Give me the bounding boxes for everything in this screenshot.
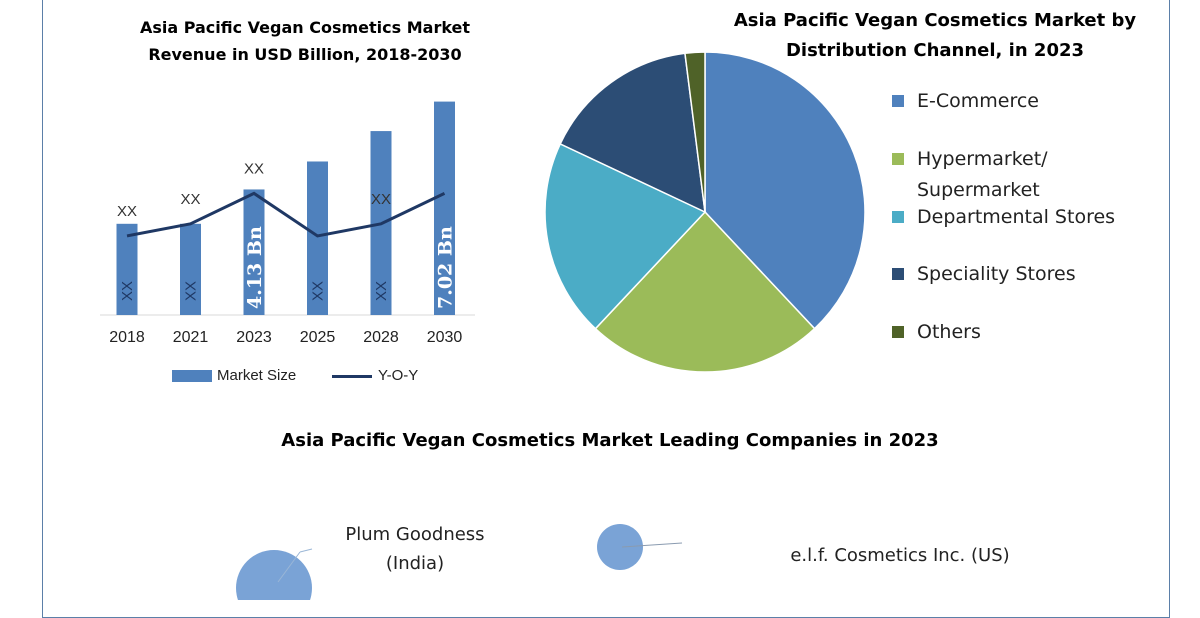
line-data-label: XX: [117, 203, 137, 220]
legend-line-label: Y-O-Y: [378, 367, 419, 384]
bar-data-label: XX: [310, 281, 327, 301]
yoy-line: [126, 191, 446, 238]
pie-slice: [559, 52, 706, 214]
x-tick-label: 2023: [236, 329, 272, 346]
bar-2030: [434, 101, 455, 315]
line-data-label: XX: [371, 191, 391, 208]
bar-data-label: XX: [119, 281, 136, 301]
legend-swatch: [892, 326, 904, 338]
pie-slice: [704, 51, 866, 330]
pie-chart-title: Asia Pacific Vegan Cosmetics Market by D…: [733, 10, 1137, 61]
bar-data-label: 4.13 Bn: [244, 226, 266, 309]
bar-2023: [243, 189, 265, 315]
pie-slice: [594, 210, 816, 373]
company-label: Plum Goodness (India): [320, 520, 510, 578]
bar-2025: [307, 161, 328, 315]
pie-slice: [544, 142, 707, 330]
bar-data-label: 7.02 Bn: [435, 226, 457, 309]
x-tick-label: 2021: [173, 329, 209, 346]
company-name: Plum Goodness: [345, 524, 485, 545]
legend-swatch: [892, 153, 904, 165]
company-connector: [621, 542, 683, 548]
pie-chart: [544, 51, 866, 373]
company-connector: [277, 551, 301, 583]
line-data-label: XX: [180, 191, 200, 208]
line-data-label: XX: [244, 160, 264, 177]
bar-chart-title: Asia Pacific Vegan Cosmetics Market Reve…: [139, 18, 471, 64]
company-name: e.l.f. Cosmetics Inc. (US): [790, 545, 1010, 566]
legend-label: Others: [917, 321, 981, 343]
company-bubble: [236, 550, 312, 600]
pie-slice: [684, 51, 706, 213]
legend-label: Departmental Stores: [917, 206, 1116, 228]
legend-line-swatch: [332, 375, 372, 378]
company-bubbles: [236, 524, 683, 600]
x-tick-label: 2028: [363, 329, 399, 346]
bar-data-label: XX: [373, 281, 390, 301]
company-connector: [299, 548, 313, 553]
legend-label: Supermarket: [917, 179, 1040, 201]
x-tick-label: 2025: [300, 329, 336, 346]
company-country: (India): [385, 553, 445, 574]
x-tick-label: 2018: [109, 329, 145, 346]
companies-title: Asia Pacific Vegan Cosmetics Market Lead…: [281, 430, 939, 451]
legend-swatch: [892, 268, 904, 280]
legend-swatch: [892, 95, 904, 107]
company-label: e.l.f. Cosmetics Inc. (US): [735, 541, 1065, 570]
x-tick-label: 2030: [427, 329, 463, 346]
legend-swatch: [892, 211, 904, 223]
legend-bar-swatch: [172, 370, 212, 382]
bar-2021: [180, 223, 201, 315]
legend-label: Speciality Stores: [917, 263, 1076, 285]
infographic-page: Asia Pacific Vegan Cosmetics Market Reve…: [42, 0, 1170, 618]
bar-line-chart: 2018 XX 2021 XX 2023 4.13 Bn 2025 XX 2028 XX 2030 7…: [100, 101, 475, 346]
legend-bar-label: Market Size: [217, 367, 297, 384]
company-bubble: [597, 524, 643, 570]
bar-2018: [116, 223, 138, 315]
bar-data-label: XX: [183, 281, 200, 301]
legend-label: E-Commerce: [917, 90, 1039, 112]
legend-label: Hypermarket/: [917, 148, 1048, 170]
